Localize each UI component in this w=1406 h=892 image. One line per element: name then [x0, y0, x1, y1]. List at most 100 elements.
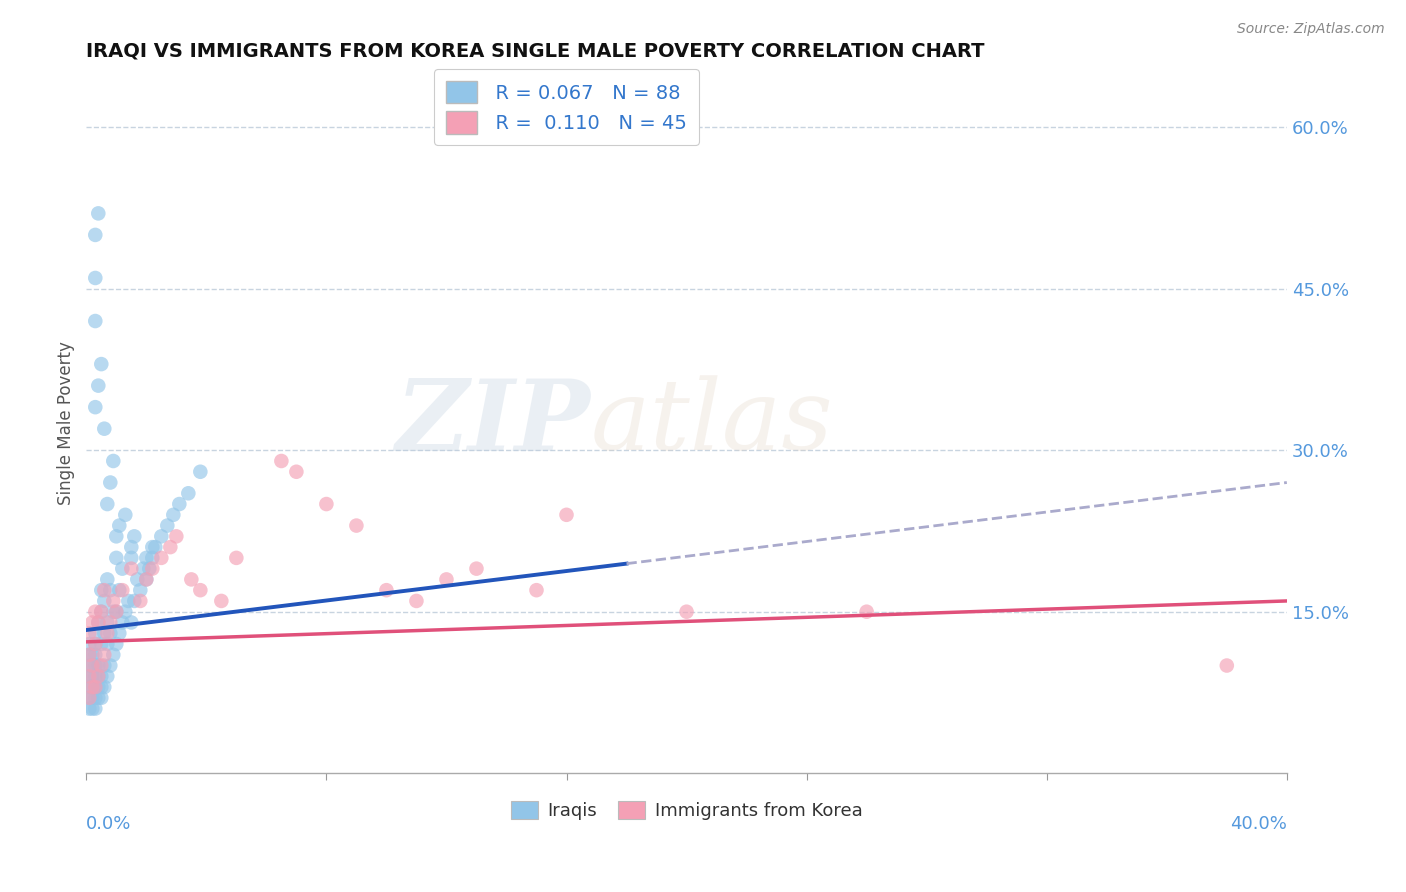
Point [855, 605, 877, 619]
Text: atlas: atlas [591, 376, 834, 471]
Point [135, 573, 157, 587]
Point [105, 529, 128, 543]
Point [129, 594, 152, 608]
Point [177, 486, 200, 500]
Point [98, 658, 121, 673]
Point [150, 550, 173, 565]
Point [90, 583, 112, 598]
Point [225, 550, 247, 565]
Point [84, 669, 107, 683]
Point [98, 475, 121, 490]
Point [124, 529, 146, 543]
Point [82, 701, 104, 715]
Point [108, 626, 131, 640]
Point [87, 206, 110, 220]
Point [96, 573, 118, 587]
Point [315, 497, 337, 511]
Legend: Iraqis, Immigrants from Korea: Iraqis, Immigrants from Korea [503, 793, 869, 827]
Point [180, 573, 202, 587]
Point [82, 658, 104, 673]
Point [82, 680, 104, 694]
Point [84, 701, 107, 715]
Point [79, 680, 101, 694]
Point [82, 690, 104, 705]
Point [87, 378, 110, 392]
Point [90, 658, 112, 673]
Point [84, 658, 107, 673]
Point [111, 615, 134, 630]
Point [79, 658, 101, 673]
Point [105, 637, 128, 651]
Point [79, 648, 101, 662]
Point [90, 605, 112, 619]
Point [79, 669, 101, 683]
Text: 40.0%: 40.0% [1230, 815, 1286, 833]
Point [188, 583, 211, 598]
Point [93, 648, 115, 662]
Point [169, 497, 191, 511]
Point [82, 648, 104, 662]
Point [84, 605, 107, 619]
Point [96, 637, 118, 651]
Point [375, 583, 398, 598]
Y-axis label: Single Male Poverty: Single Male Poverty [58, 342, 75, 505]
Point [79, 637, 101, 651]
Point [87, 615, 110, 630]
Point [82, 615, 104, 630]
Point [103, 648, 125, 662]
Point [93, 658, 115, 673]
Point [105, 550, 128, 565]
Point [79, 626, 101, 640]
Point [87, 680, 110, 694]
Point [129, 583, 152, 598]
Point [103, 594, 125, 608]
Point [675, 605, 697, 619]
Text: ZIP: ZIP [395, 375, 591, 472]
Point [124, 594, 146, 608]
Text: Source: ZipAtlas.com: Source: ZipAtlas.com [1237, 22, 1385, 37]
Point [79, 690, 101, 705]
Point [117, 594, 139, 608]
Point [82, 669, 104, 683]
Point [87, 669, 110, 683]
Point [93, 422, 115, 436]
Point [84, 680, 107, 694]
Point [98, 626, 121, 640]
Point [87, 690, 110, 705]
Point [79, 669, 101, 683]
Point [114, 508, 136, 522]
Point [138, 561, 160, 575]
Point [90, 637, 112, 651]
Point [159, 540, 181, 554]
Point [84, 680, 107, 694]
Point [90, 680, 112, 694]
Point [114, 605, 136, 619]
Point [96, 626, 118, 640]
Point [103, 605, 125, 619]
Point [135, 573, 157, 587]
Point [555, 508, 578, 522]
Point [135, 550, 157, 565]
Point [93, 594, 115, 608]
Point [96, 497, 118, 511]
Point [108, 583, 131, 598]
Point [93, 680, 115, 694]
Point [82, 658, 104, 673]
Point [103, 454, 125, 468]
Point [84, 227, 107, 242]
Point [84, 690, 107, 705]
Point [105, 605, 128, 619]
Point [405, 594, 427, 608]
Point [84, 626, 107, 640]
Point [344, 518, 367, 533]
Point [188, 465, 211, 479]
Point [90, 669, 112, 683]
Point [87, 615, 110, 630]
Point [141, 550, 163, 565]
Point [156, 518, 179, 533]
Point [105, 605, 128, 619]
Point [111, 561, 134, 575]
Point [111, 583, 134, 598]
Point [270, 454, 292, 468]
Point [526, 583, 548, 598]
